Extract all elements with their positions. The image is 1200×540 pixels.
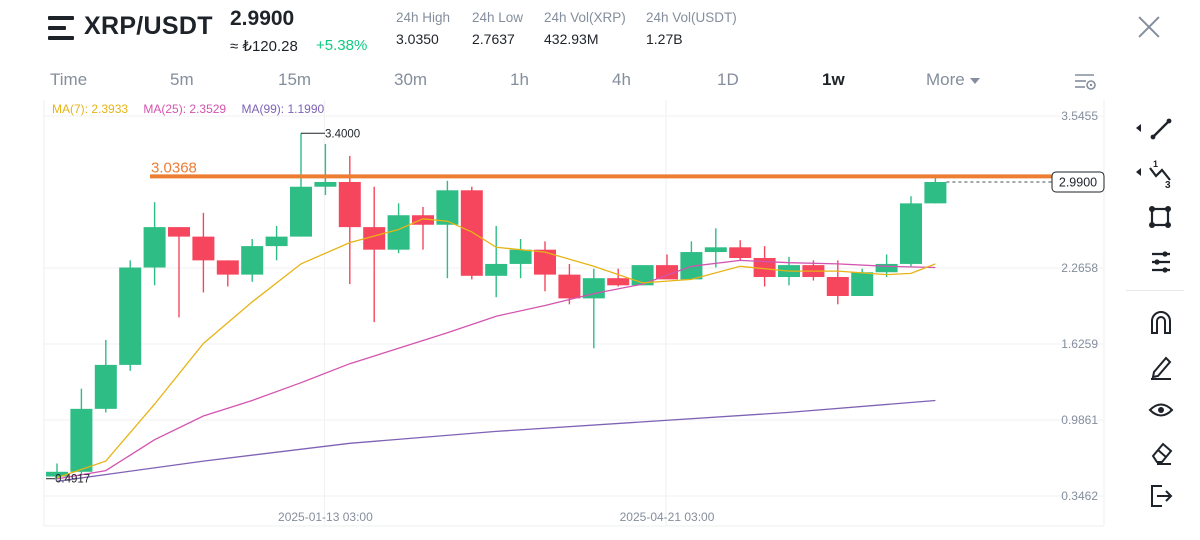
candle-body bbox=[314, 181, 337, 187]
converted-price: ≈ ₺120.28 bbox=[230, 38, 298, 55]
tab-1w[interactable]: 1w bbox=[822, 70, 845, 89]
ma7-label: MA(7): 2.3933 bbox=[52, 102, 129, 116]
tab-5m[interactable]: 5m bbox=[170, 70, 194, 89]
plot-area bbox=[44, 100, 1104, 526]
candle-body bbox=[119, 267, 142, 365]
ma99-line bbox=[56, 399, 936, 482]
exit-icon[interactable] bbox=[1124, 480, 1184, 512]
stat-value: 2.7637 bbox=[472, 31, 515, 47]
low-marker-label: 0.4917 bbox=[55, 474, 90, 486]
tab-1d[interactable]: 1D bbox=[717, 70, 739, 89]
last-price: 2.9900 bbox=[230, 7, 295, 30]
candle-body bbox=[216, 260, 239, 275]
chevron-down-icon bbox=[969, 77, 980, 84]
candle-body bbox=[729, 247, 752, 258]
pair-title[interactable]: XRP/USDT bbox=[84, 12, 213, 40]
candle-body bbox=[70, 408, 93, 472]
stat-24h-high: 24h High 3.0350 bbox=[396, 10, 450, 47]
candle-body bbox=[94, 364, 117, 409]
candle-body bbox=[363, 227, 386, 250]
stat-label: 24h High bbox=[396, 10, 451, 25]
candle-body bbox=[265, 236, 288, 247]
tab-more[interactable]: More bbox=[926, 70, 980, 90]
candle-body bbox=[607, 278, 630, 286]
magnet-icon[interactable] bbox=[1124, 306, 1184, 338]
interval-tabs: Time 5m 15m 30m 1h 4h 1D 1w More bbox=[0, 70, 1110, 94]
candle-body bbox=[924, 181, 947, 204]
candle-body bbox=[168, 227, 190, 237]
current-price-box bbox=[1051, 171, 1105, 193]
candle-body bbox=[582, 278, 605, 299]
candle-body bbox=[631, 265, 654, 286]
time-tick-label: 2025-01-13 03:00 bbox=[278, 510, 373, 524]
chart-settings-icon[interactable] bbox=[1074, 72, 1098, 92]
ma25-label: MA(25): 2.3529 bbox=[143, 102, 227, 116]
stat-value: 3.0350 bbox=[396, 31, 439, 47]
candle-body bbox=[900, 203, 922, 264]
candle-body bbox=[851, 272, 874, 297]
menu-icon[interactable] bbox=[48, 16, 74, 40]
candle-body bbox=[192, 236, 215, 261]
price-tick-label: 2.2658 bbox=[1061, 261, 1098, 275]
stat-24h-vol-xrp: 24h Vol(XRP) 432.93M bbox=[544, 10, 626, 47]
ma7-line bbox=[56, 218, 936, 479]
candle-body bbox=[875, 263, 898, 273]
eye-icon[interactable] bbox=[1124, 394, 1184, 426]
candle-body bbox=[753, 257, 776, 278]
horizontal-line-label: 3.0368 bbox=[151, 159, 197, 176]
candle-body bbox=[338, 181, 361, 228]
tab-4h[interactable]: 4h bbox=[612, 70, 631, 89]
stat-value: 432.93M bbox=[544, 31, 599, 47]
ma99-label: MA(99): 1.1990 bbox=[241, 102, 325, 116]
change-percent: +5.38% bbox=[316, 37, 368, 54]
tab-1h[interactable]: 1h bbox=[510, 70, 529, 89]
rectangle-icon[interactable] bbox=[1124, 202, 1184, 234]
ma25-line bbox=[56, 259, 936, 480]
candle-body bbox=[387, 215, 410, 250]
ma-legend: MA(7): 2.3933 MA(25): 2.3529 MA(99): 1.1… bbox=[52, 102, 336, 116]
tab-30m[interactable]: 30m bbox=[394, 70, 428, 89]
header: XRP/USDT 2.9900 ≈ ₺120.28 +5.38% 24h Hig… bbox=[0, 0, 1200, 64]
stat-label: 24h Low bbox=[472, 10, 524, 25]
trend-line-icon[interactable] bbox=[1124, 112, 1184, 144]
candle-body bbox=[290, 186, 312, 237]
high-marker-label: 3.4000 bbox=[325, 128, 360, 140]
candle-body bbox=[534, 249, 556, 275]
stat-label: 24h Vol(USDT) bbox=[646, 10, 737, 25]
candle-body bbox=[826, 277, 849, 297]
candle-body bbox=[436, 190, 459, 225]
stat-value: 1.27B bbox=[646, 31, 683, 47]
svg-text:1: 1 bbox=[1153, 159, 1158, 169]
price-tick-label: 0.9861 bbox=[1061, 413, 1098, 427]
fibonacci-icon[interactable]: 1 3 bbox=[1124, 156, 1184, 188]
price-tick-label: 0.3462 bbox=[1061, 489, 1098, 503]
price-tick-label: 3.5455 bbox=[1061, 109, 1098, 123]
horizontal-lines-icon[interactable] bbox=[1124, 246, 1184, 278]
candle-body bbox=[509, 249, 532, 264]
price-tick-label: 1.6259 bbox=[1061, 337, 1098, 351]
candle-body bbox=[704, 247, 727, 253]
candle-body bbox=[46, 471, 68, 477]
current-price-label: 2.9900 bbox=[1059, 175, 1097, 189]
candlestick-chart[interactable]: 3.5455 2.2658 1.6259 0.9861 0.3462 2025-01-13… bbox=[0, 100, 1110, 540]
candle-body bbox=[241, 246, 264, 275]
svg-text:3: 3 bbox=[1165, 180, 1171, 188]
stat-24h-vol-usdt: 24h Vol(USDT) 1.27B bbox=[646, 10, 737, 47]
stat-label: 24h Vol(XRP) bbox=[544, 10, 626, 25]
candle-body bbox=[412, 215, 434, 225]
candle-body bbox=[460, 190, 483, 276]
candle-body bbox=[558, 274, 581, 299]
drawing-toolbar: 1 3 bbox=[1124, 110, 1184, 530]
candle-body bbox=[485, 263, 508, 276]
close-icon[interactable] bbox=[1138, 16, 1160, 38]
stat-24h-low: 24h Low 2.7637 bbox=[472, 10, 523, 47]
candle-body bbox=[656, 265, 678, 280]
tab-time[interactable]: Time bbox=[50, 70, 88, 89]
candle-body bbox=[143, 227, 166, 268]
pencil-icon[interactable] bbox=[1124, 350, 1184, 382]
eraser-icon[interactable] bbox=[1124, 436, 1184, 468]
time-tick-label: 2025-04-21 03:00 bbox=[620, 510, 715, 524]
tab-15m[interactable]: 15m bbox=[278, 70, 312, 89]
